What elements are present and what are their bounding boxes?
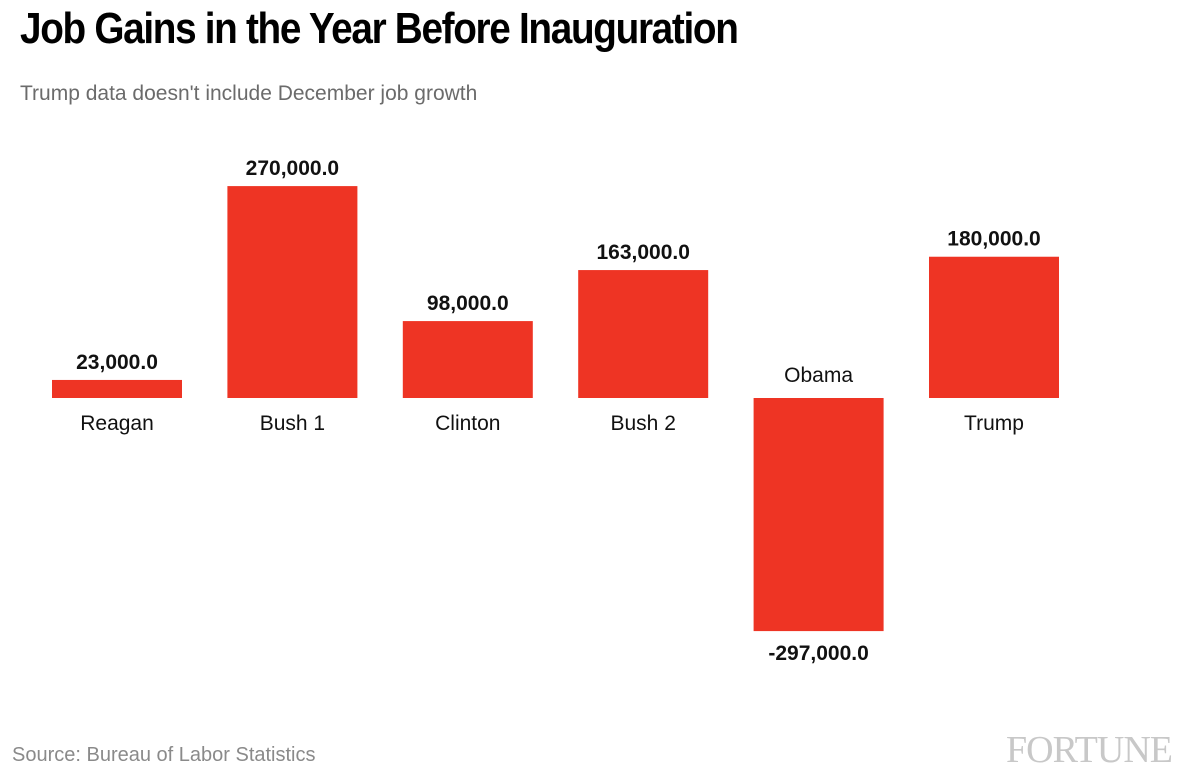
chart-subtitle: Trump data doesn't include December job …: [20, 82, 478, 105]
data-label: 98,000.0: [427, 292, 509, 315]
bar-bush-1: [227, 186, 358, 398]
bar-obama: [753, 398, 884, 632]
bar-reagan: [52, 379, 182, 398]
category-label: Bush 2: [611, 412, 676, 435]
category-label: Reagan: [80, 412, 154, 435]
category-label: Obama: [784, 364, 853, 387]
bar-clinton: [402, 321, 533, 398]
data-label: 163,000.0: [596, 241, 689, 264]
data-label: 270,000.0: [246, 157, 339, 180]
bar-trump: [929, 256, 1059, 398]
bar-bush-2: [578, 270, 709, 398]
fortune-logo: FORTUNE: [1006, 729, 1173, 771]
data-label: 180,000.0: [947, 228, 1040, 251]
data-label: 23,000.0: [76, 351, 158, 374]
chart-title: Job Gains in the Year Before Inauguratio…: [20, 4, 739, 53]
category-label: Bush 1: [260, 412, 325, 435]
category-label: Trump: [964, 412, 1024, 435]
category-label: Clinton: [435, 412, 500, 435]
source-note: Source: Bureau of Labor Statistics: [12, 744, 316, 766]
data-label: -297,000.0: [768, 642, 868, 665]
